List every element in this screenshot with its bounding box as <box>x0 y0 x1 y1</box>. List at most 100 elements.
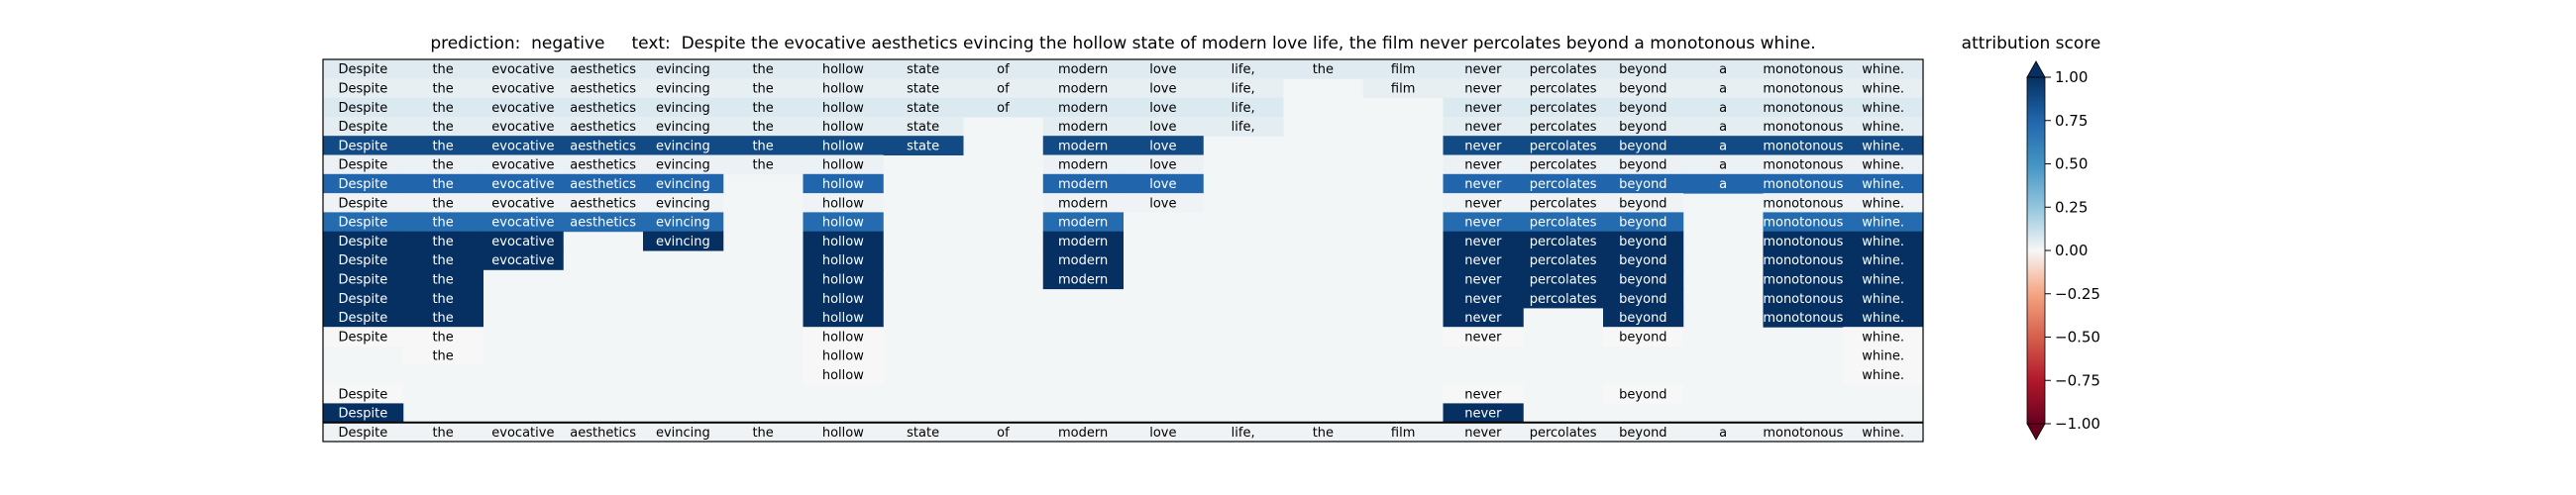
token-label: the <box>432 120 453 135</box>
heatmap-cell <box>1443 422 1524 443</box>
token-label: never <box>1464 272 1502 287</box>
heatmap-cell <box>402 307 483 328</box>
heatmap-cell <box>1123 59 1204 79</box>
heatmap-cell <box>1843 193 1924 213</box>
heatmap-cell <box>323 193 404 213</box>
token-label: beyond <box>1619 387 1666 402</box>
token-label: film <box>1391 426 1415 441</box>
heatmap-cell <box>1203 97 1284 118</box>
token-label: the <box>432 235 453 249</box>
heatmap-cell <box>1603 422 1684 443</box>
token-label: evocative <box>491 120 554 135</box>
heatmap-cell <box>1763 422 1844 443</box>
heatmap-cell <box>323 231 404 251</box>
heatmap-cell <box>1603 212 1684 233</box>
colorbar-max-extension <box>2026 60 2046 78</box>
heatmap-cell <box>803 307 884 328</box>
heatmap-cell <box>1682 59 1764 79</box>
token-label: a <box>1719 158 1727 173</box>
heatmap-cell <box>1203 78 1284 99</box>
heatmap-cell <box>1603 288 1684 309</box>
token-label: percolates <box>1530 139 1597 153</box>
heatmap-cell <box>643 231 724 251</box>
token-label: beyond <box>1619 158 1666 173</box>
heatmap-cell <box>1123 78 1204 99</box>
token-label: never <box>1464 120 1502 135</box>
token-label: modern <box>1058 101 1108 116</box>
token-label: never <box>1464 387 1502 402</box>
token-label: whine. <box>1862 158 1904 173</box>
token-label: the <box>432 330 453 345</box>
heatmap-cell <box>1443 78 1524 99</box>
heatmap-cell <box>402 212 483 233</box>
heatmap-cell <box>1843 136 1924 155</box>
colorbar: 1.00 0.75 0.50 0.25 0.00 −0.25 −0.50 −0.75 −1.00 <box>2026 60 2100 441</box>
token-label: aesthetics <box>570 216 636 231</box>
token-label: beyond <box>1619 426 1666 441</box>
token-label: beyond <box>1619 120 1666 135</box>
token-label: hollow <box>822 120 864 135</box>
heatmap-cell <box>803 422 884 443</box>
token-label: evincing <box>656 139 710 153</box>
heatmap-cell <box>1123 116 1204 137</box>
heatmap-cell <box>1523 116 1604 137</box>
token-label: the <box>432 349 453 364</box>
token-label: whine. <box>1862 426 1904 441</box>
token-label: love <box>1149 158 1176 173</box>
heatmap-cell <box>563 422 644 443</box>
heatmap-cell <box>1843 288 1924 309</box>
heatmap-cell <box>1523 136 1604 155</box>
heatmap-cell <box>643 212 724 233</box>
token-label: beyond <box>1619 196 1666 211</box>
heatmap-cell <box>722 422 804 443</box>
heatmap-cell <box>483 422 564 443</box>
token-label: hollow <box>822 177 864 192</box>
heatmap-cell <box>963 78 1044 99</box>
heatmap-cell <box>1523 422 1604 443</box>
colorbar-tick-label: −0.50 <box>2055 329 2100 346</box>
token-label: aesthetics <box>570 177 636 192</box>
token-label: state <box>907 101 939 116</box>
heatmap-cell <box>1763 212 1844 233</box>
token-label: monotonous <box>1763 120 1843 135</box>
token-label: the <box>752 120 773 135</box>
token-label: aesthetics <box>570 158 636 173</box>
heatmap-cell <box>483 193 564 213</box>
token-label: Despite <box>339 407 388 422</box>
heatmap-cell <box>402 327 483 346</box>
token-label: the <box>752 81 773 96</box>
heatmap-cell <box>803 231 884 251</box>
token-label: never <box>1464 426 1502 441</box>
heatmap-cell <box>643 193 724 213</box>
token-label: the <box>432 139 453 153</box>
heatmap-cell <box>722 136 804 155</box>
heatmap-cell <box>803 116 884 137</box>
heatmap-cell <box>1362 422 1444 443</box>
heatmap-cell <box>402 269 483 290</box>
token-label: the <box>432 311 453 326</box>
token-label: Despite <box>339 196 388 211</box>
token-label: aesthetics <box>570 101 636 116</box>
token-label: percolates <box>1530 216 1597 231</box>
heatmap-cell <box>1843 59 1924 79</box>
heatmap-cell <box>883 422 964 443</box>
heatmap-cell <box>1042 136 1124 155</box>
token-label: hollow <box>822 330 864 345</box>
token-label: Despite <box>339 311 388 326</box>
token-label: hollow <box>822 349 864 364</box>
heatmap-cell <box>323 154 404 175</box>
heatmap-cell <box>323 327 404 346</box>
heatmap-cell <box>1603 59 1684 79</box>
token-label: the <box>432 177 453 192</box>
heatmap-cell <box>402 173 483 194</box>
token-label: Despite <box>339 387 388 402</box>
token-label: state <box>907 62 939 77</box>
heatmap-cell <box>1042 59 1124 79</box>
heatmap-cell <box>1443 59 1524 79</box>
heatmap-cell <box>1523 97 1604 118</box>
heatmap-cell <box>1443 136 1524 155</box>
token-label: aesthetics <box>570 81 636 96</box>
token-label: never <box>1464 235 1502 249</box>
heatmap-cell <box>883 116 964 137</box>
token-label: the <box>1313 62 1334 77</box>
